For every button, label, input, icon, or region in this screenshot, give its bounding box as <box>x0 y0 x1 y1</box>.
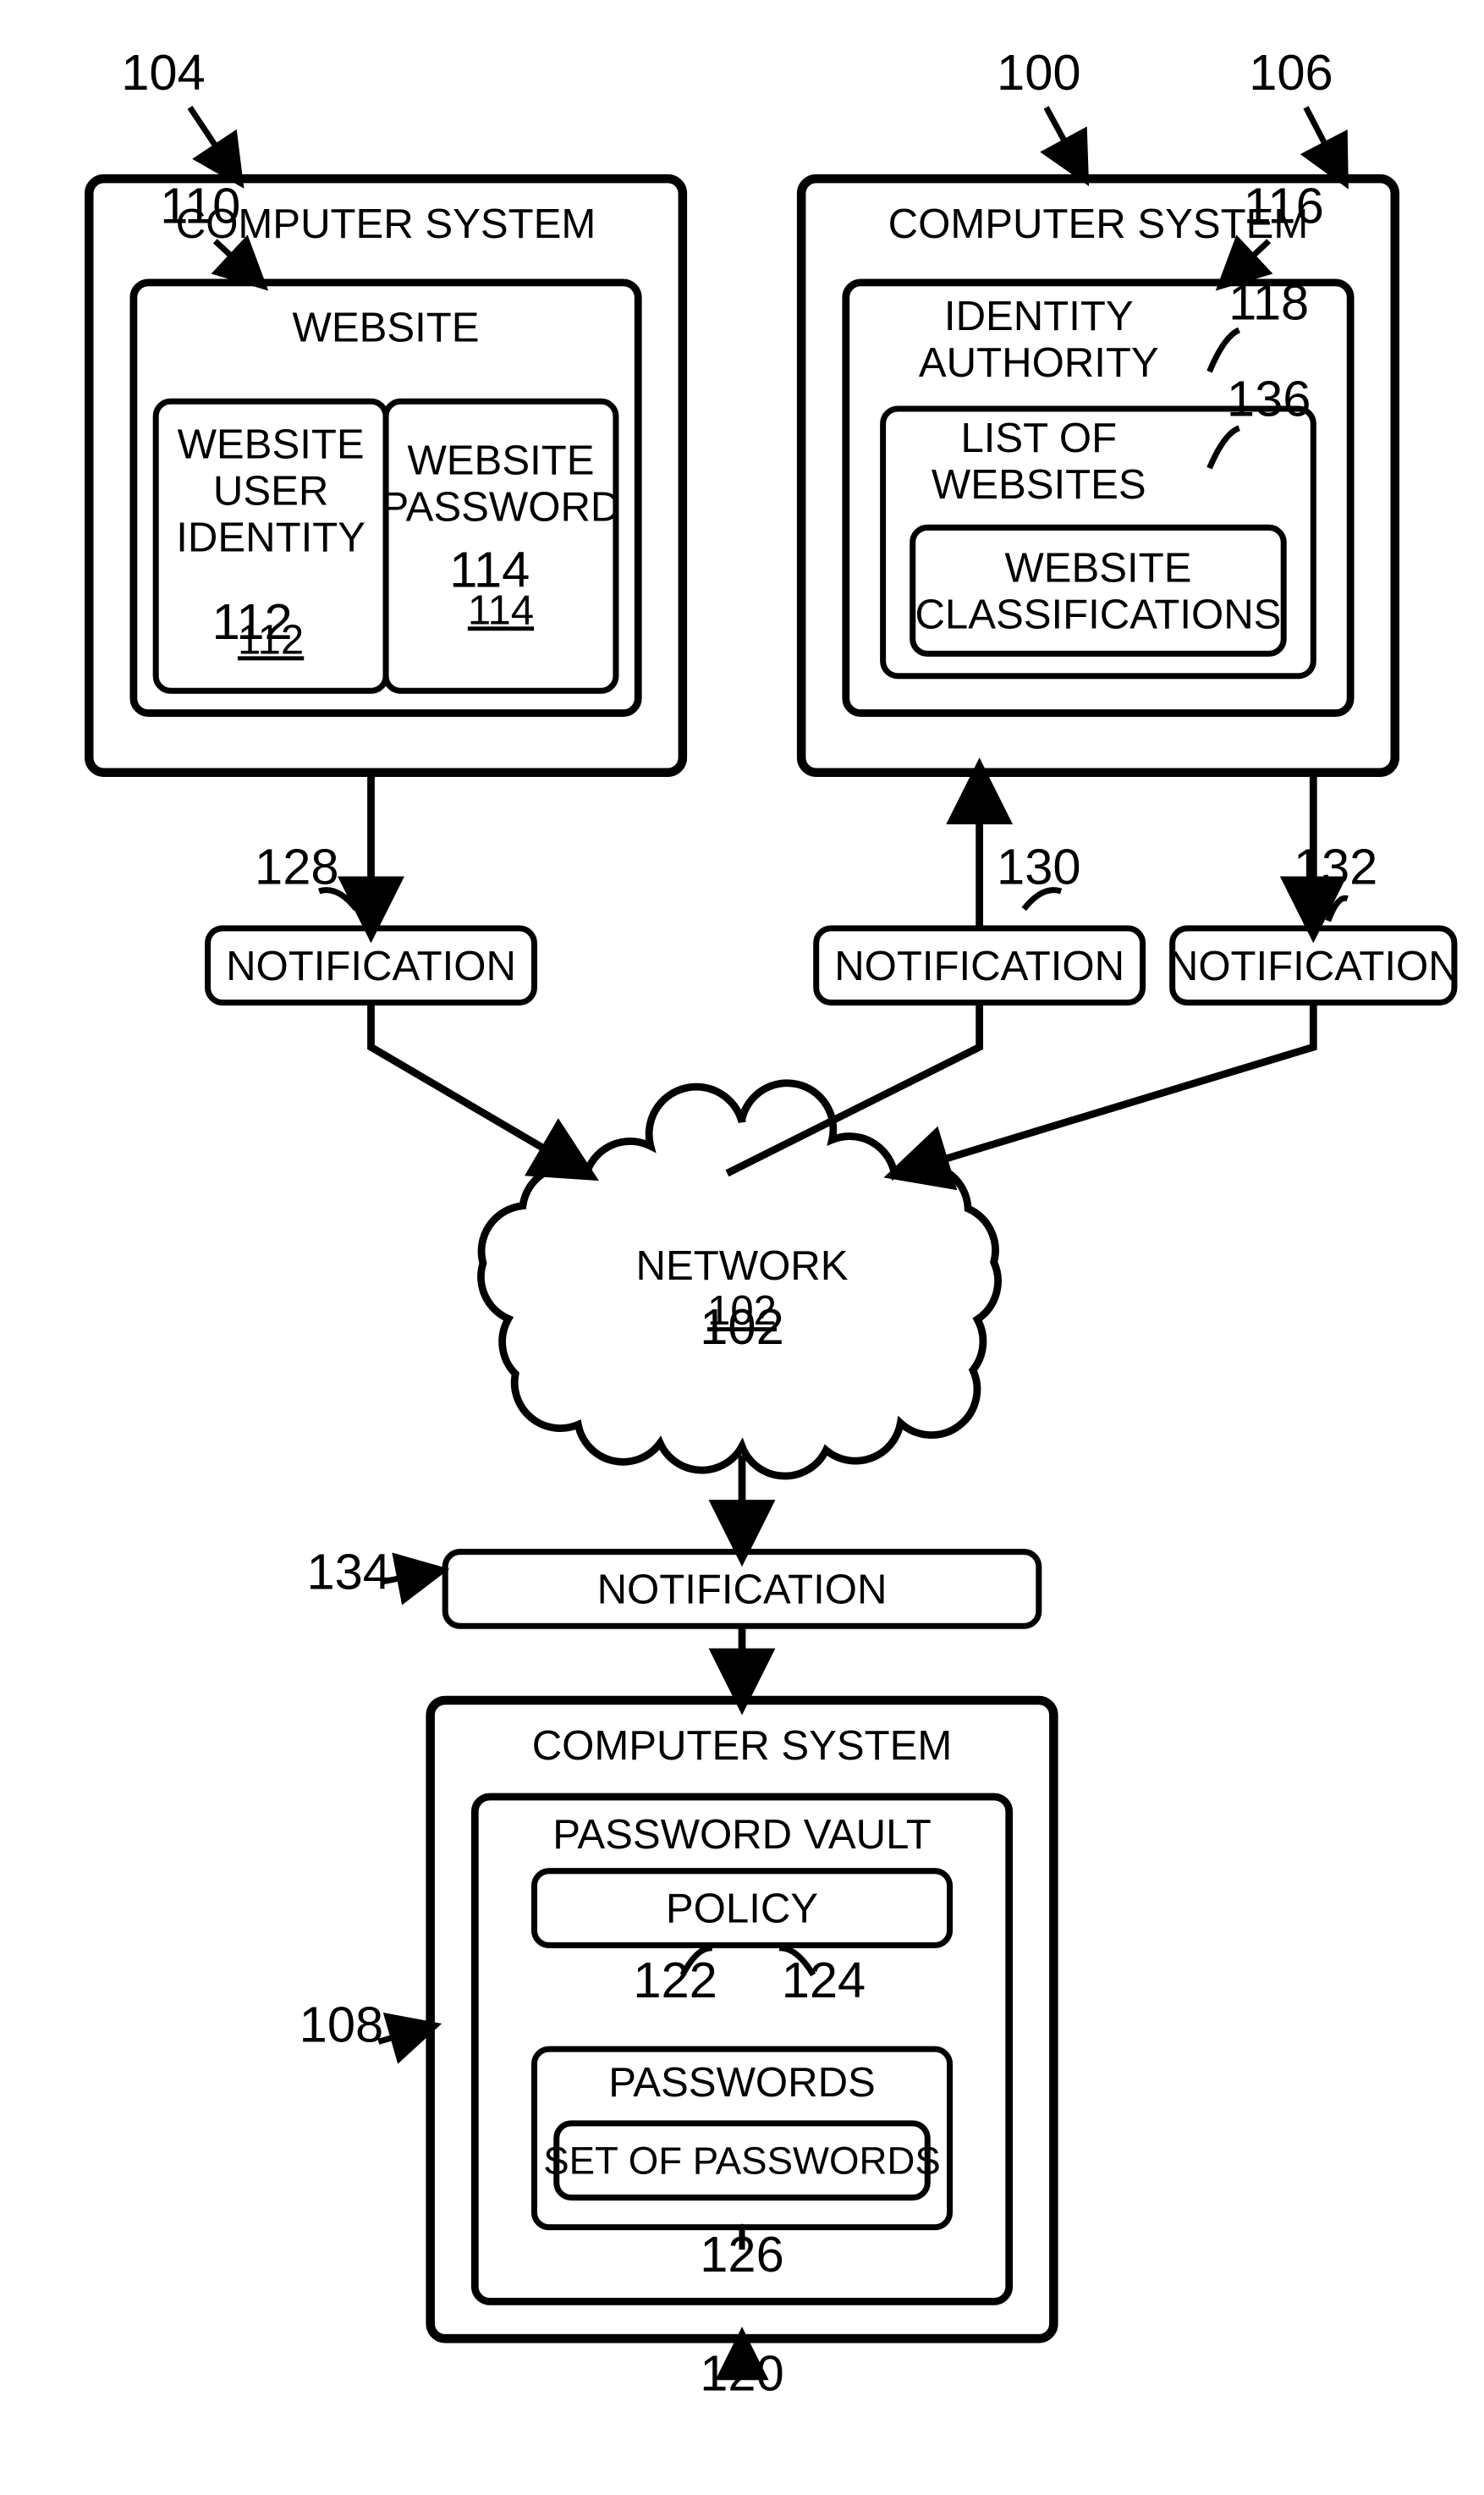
ref-122: 122 <box>633 1952 717 2008</box>
svg-text:WEBSITE: WEBSITE <box>1004 546 1191 592</box>
ref-118: 118 <box>1228 274 1309 331</box>
ref-104: 104 <box>121 44 205 101</box>
ref-114: 114 <box>449 541 530 598</box>
l104 <box>190 107 238 179</box>
a132-up <box>898 1003 1313 1174</box>
ref-134: 134 <box>306 1543 390 1600</box>
l106 <box>1306 107 1344 179</box>
svg-text:WEBSITE: WEBSITE <box>293 306 480 351</box>
svg-text:COMPUTER SYSTEM: COMPUTER SYSTEM <box>532 1723 953 1769</box>
a-nl-cloud <box>371 1003 586 1174</box>
svg-text:LIST OF: LIST OF <box>960 416 1117 461</box>
ref-116: 116 <box>1244 178 1324 234</box>
svg-text:WEBSITE: WEBSITE <box>178 422 365 468</box>
ref-128: 128 <box>255 838 338 895</box>
svg-text:NOTIFICATION: NOTIFICATION <box>597 1567 888 1613</box>
svg-text:POLICY: POLICY <box>666 1886 818 1932</box>
ref-124: 124 <box>782 1952 866 2008</box>
svg-text:WEBSITE: WEBSITE <box>407 438 594 483</box>
svg-text:PASSWORDS: PASSWORDS <box>608 2060 876 2106</box>
svg-text:PASSWORD VAULT: PASSWORD VAULT <box>552 1812 932 1858</box>
ref-110: 110 <box>160 178 240 234</box>
ref-132: 132 <box>1294 838 1377 895</box>
svg-text:AUTHORITY: AUTHORITY <box>919 340 1159 386</box>
ref-120: 120 <box>700 2345 783 2402</box>
l100 <box>1047 107 1084 176</box>
svg-text:NOTIFICATION: NOTIFICATION <box>226 944 516 989</box>
svg-text:IDENTITY: IDENTITY <box>176 515 366 561</box>
svg-text:IDENTITY: IDENTITY <box>944 294 1134 339</box>
svg-text:CLASSIFICATIONS: CLASSIFICATIONS <box>915 592 1281 638</box>
svg-text:NOTIFICATION: NOTIFICATION <box>1168 944 1459 989</box>
ref-102: 102 <box>700 1298 783 1355</box>
svg-text:NETWORK: NETWORK <box>636 1243 849 1289</box>
ref-106: 106 <box>1249 44 1333 101</box>
ref-126: 126 <box>700 2226 783 2283</box>
svg-text:SET OF PASSWORDS: SET OF PASSWORDS <box>543 2140 941 2183</box>
ref-136: 136 <box>1227 371 1311 427</box>
svg-text:PASSWORD: PASSWORD <box>382 484 621 530</box>
svg-text:WEBSITES: WEBSITES <box>932 462 1146 508</box>
ref-112: 112 <box>212 593 293 650</box>
l134 <box>383 1571 438 1581</box>
ref-100: 100 <box>997 44 1080 101</box>
l108 <box>378 2027 430 2042</box>
l132 <box>1328 898 1348 921</box>
ref-108: 108 <box>300 1996 383 2052</box>
svg-text:USER: USER <box>213 469 328 515</box>
ref-130: 130 <box>997 838 1080 895</box>
svg-text:NOTIFICATION: NOTIFICATION <box>834 944 1124 989</box>
